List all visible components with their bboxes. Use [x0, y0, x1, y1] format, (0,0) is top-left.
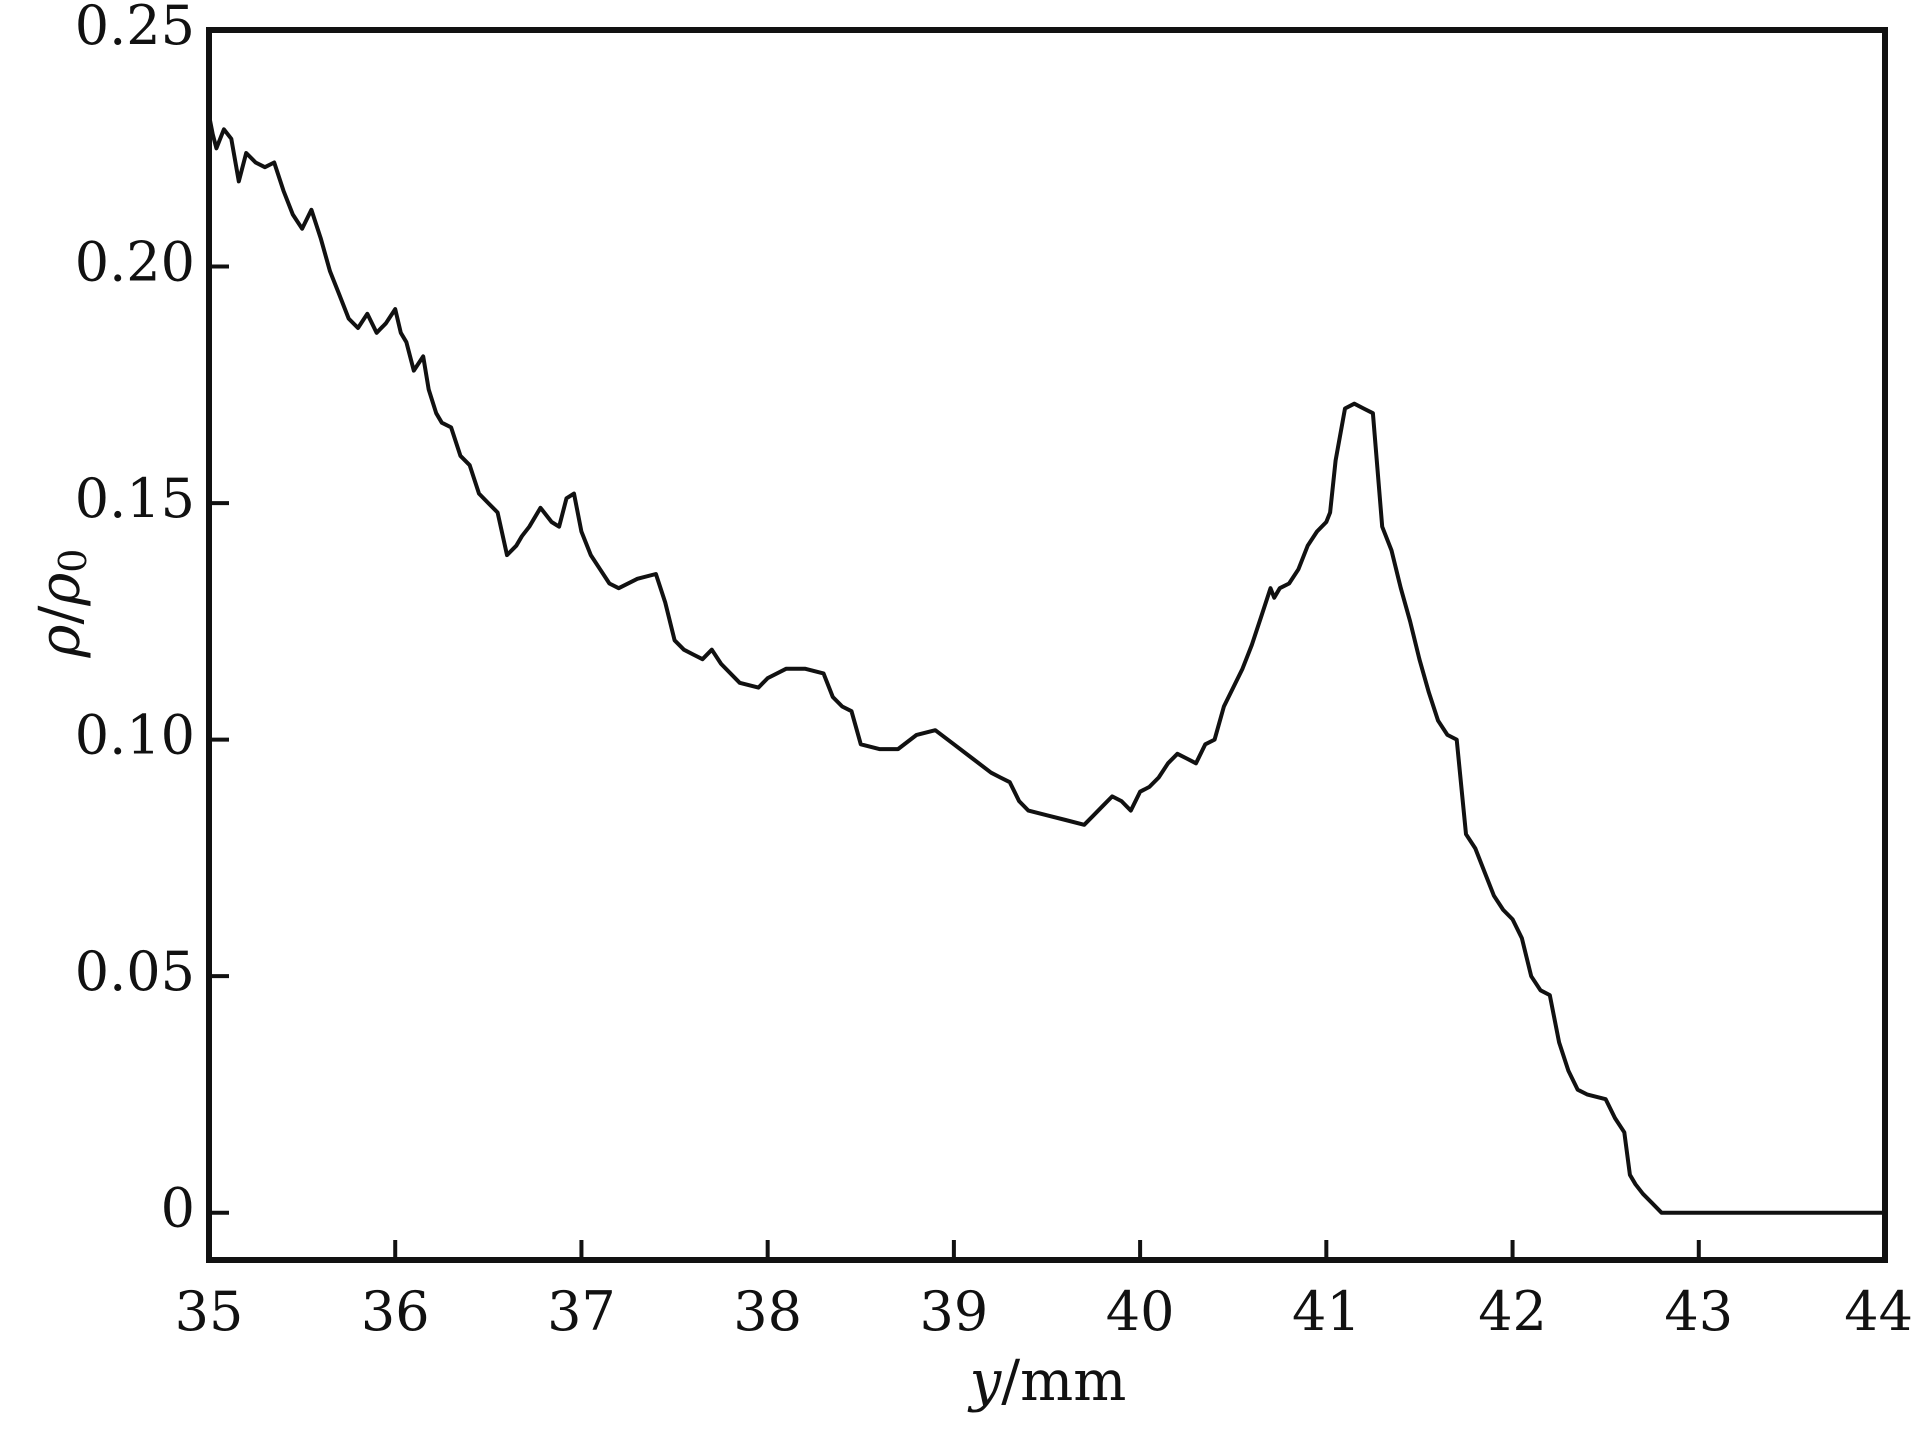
x-axis-label-unit: /mm: [1001, 1349, 1126, 1414]
y-axis-ticks: 0 0.05 0.10 0.15 0.20 0.25: [75, 0, 229, 1240]
x-axis-label: y/mm: [967, 1349, 1127, 1414]
y-tick-label: 0.15: [75, 467, 195, 530]
x-tick-label: 35: [175, 1280, 244, 1343]
y-tick-label: 0.20: [75, 231, 195, 294]
series-line: [207, 113, 1887, 1215]
x-tick-label: 36: [361, 1280, 430, 1343]
y-axis-label-sub: 0: [51, 549, 95, 573]
x-tick-label: 40: [1106, 1280, 1175, 1343]
x-tick-label: 39: [920, 1280, 989, 1343]
y-axis-label: ρ/ρ0: [28, 549, 95, 659]
x-tick-label: 41: [1292, 1280, 1361, 1343]
x-tick-label: 38: [733, 1280, 802, 1343]
x-tick-label: 43: [1664, 1280, 1733, 1343]
x-tick-label: 37: [547, 1280, 616, 1343]
y-axis-label-den: ρ: [28, 573, 93, 607]
y-tick-label: 0: [161, 1177, 195, 1240]
y-tick-label: 0.05: [75, 940, 195, 1003]
x-axis-ticks: 35 36 37 38 39 40 41 42 43 44: [175, 1240, 1913, 1343]
y-axis-label-num: ρ: [28, 624, 93, 658]
y-axis-label-slash: /: [28, 606, 93, 625]
svg-text:ρ/ρ0: ρ/ρ0: [28, 549, 95, 659]
y-tick-label: 0.25: [75, 0, 195, 57]
plot-frame: [206, 27, 1888, 1263]
x-tick-label: 42: [1478, 1280, 1547, 1343]
x-axis-label-var: y: [967, 1349, 1003, 1414]
x-tick-label: 44: [1844, 1280, 1913, 1343]
y-tick-label: 0.10: [75, 704, 195, 767]
